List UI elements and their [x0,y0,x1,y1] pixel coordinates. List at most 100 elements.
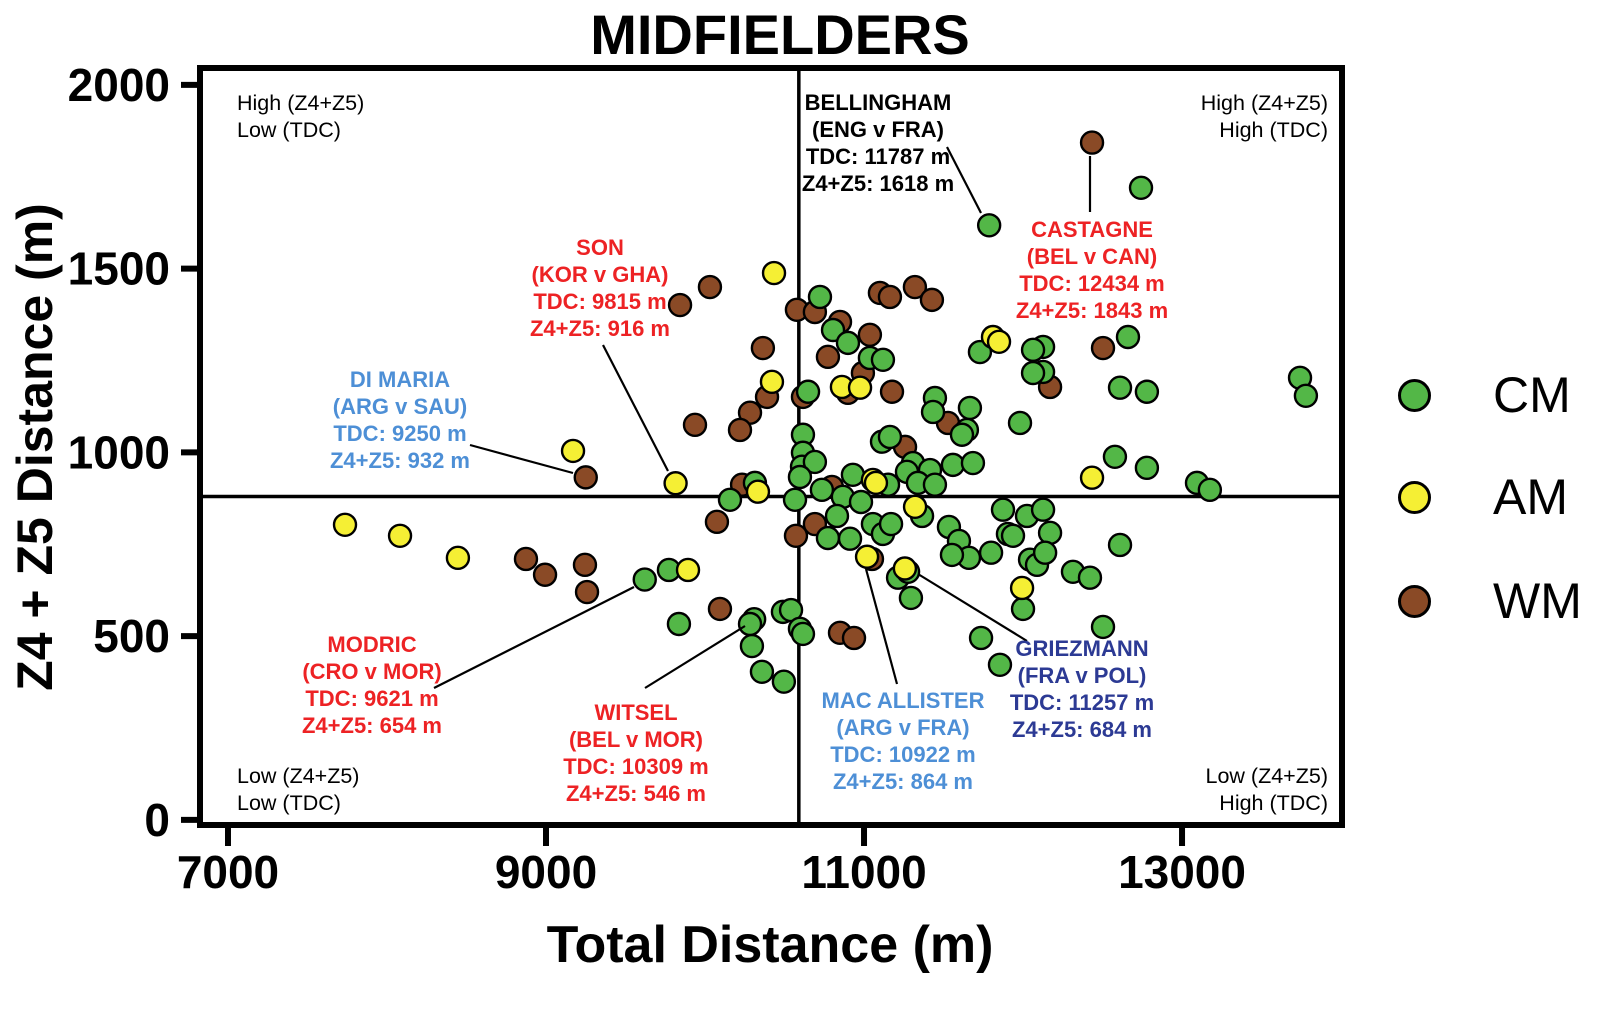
scatter-point-cm [1128,175,1154,200]
plot-frame [197,65,1345,828]
legend-item-cm: CM [1398,367,1571,423]
annotation-text-castagne: Z4+Z5: 1843 m [1016,298,1168,323]
scatter-point-am [902,494,928,519]
scatter-point-cm [920,399,946,425]
scatter-point-cm [1032,540,1058,565]
x-tick-label: 7000 [177,846,279,898]
scatter-point-cm [809,477,835,503]
scatter-point-cm [990,497,1016,522]
corner-label-top-left: Low (TDC) [237,118,341,142]
legend-label-cm: CM [1493,367,1571,423]
scatter-point-cm [939,542,965,568]
annotation-text-castagne: TDC: 12434 m [1019,271,1165,296]
scatter-point-cm [1197,477,1223,503]
scatter-point-am [761,260,787,286]
scatter-point-cm [1107,532,1133,558]
scatter-point-cm [1293,383,1319,408]
scatter-point-cm [949,422,975,447]
scatter-point-cm [1007,410,1033,436]
scatter-point-cm [1102,444,1128,469]
corner-label-bottom-left: Low (Z4+Z5) [237,764,359,788]
y-tick-label: 0 [144,794,170,846]
scatter-point-cm [824,503,850,529]
annotation-text-griezmann: Z4+Z5: 684 m [1012,717,1152,742]
annotation-text-mac-allister: TDC: 10922 m [830,742,976,767]
corner-label-top-right: High (Z4+Z5) [1201,91,1328,115]
scatter-point-am [854,544,880,569]
annotation-text-modric: (CRO v MOR) [302,659,441,684]
annotation-text-mac-allister: (ARG v FRA) [836,715,969,740]
wm-marker-icon [1398,584,1431,618]
scatter-point-cm [835,330,861,356]
scatter-point-wm [857,322,883,347]
scatter-point-cm [737,611,763,637]
annotation-text-mac-allister: Z4+Z5: 864 m [833,769,973,794]
scatter-point-wm [727,417,753,443]
annotation-text-witsel: TDC: 10309 m [563,754,709,779]
legend-item-wm: WM [1398,573,1582,629]
scatter-point-cm [1020,360,1046,386]
am-marker-icon [1398,480,1431,514]
y-tick-label: 1500 [68,243,170,295]
scatter-point-wm [707,596,733,622]
annotation-text-di-maria: (ARG v SAU) [333,394,467,419]
x-tick-label: 9000 [495,846,597,898]
annotation-text-bellingham: TDC: 11787 m [806,144,950,169]
annotation-leader-griezmann [917,573,1028,642]
scatter-point-am [847,375,873,400]
scatter-point-am [986,329,1012,354]
annotation-leader-modric [433,586,635,689]
scatter-point-wm [572,552,598,578]
corner-label-top-left: High (Z4+Z5) [237,91,364,115]
scatter-point-cm [870,347,896,372]
scatter-point-wm [879,379,905,404]
annotation-text-griezmann: TDC: 11257 m [1010,690,1154,715]
scatter-point-cm [987,652,1013,677]
scatter-point-wm [704,509,730,535]
scatter-point-cm [795,379,821,404]
scatter-point-cm [1000,523,1026,548]
scatter-point-am [445,545,471,571]
scatter-point-cm [807,284,833,310]
legend-label-am: AM [1493,469,1568,525]
scatter-point-cm [1010,596,1036,622]
scatter-point-wm [532,562,558,587]
scatter-point-cm [1107,375,1133,400]
scatter-point-wm [682,412,708,438]
scatter-point-wm [783,523,809,548]
scatter-point-wm [1090,335,1116,361]
scatter-point-am [745,479,771,504]
scatter-point-cm [1030,497,1056,522]
corner-label-top-right: High (TDC) [1219,118,1328,142]
annotation-text-bellingham: (ENG v FRA) [812,117,944,142]
scatter-point-wm [750,335,776,361]
annotation-text-di-maria: DI MARIA [350,367,450,392]
annotation-text-son: TDC: 9815 m [533,289,666,314]
scatter-point-cm [1115,324,1141,350]
y-tick-label: 500 [93,610,170,662]
scatter-point-cm [940,452,966,478]
corner-label-bottom-right: Low (Z4+Z5) [1206,764,1328,788]
scatter-point-wm [697,274,723,300]
scatter-point-wm [667,292,693,318]
annotation-text-di-maria: Z4+Z5: 932 m [330,448,470,473]
legend-item-am: AM [1398,469,1568,525]
scatter-point-wm [573,465,598,490]
scatter-point-wm [877,284,903,310]
scatter-point-cm [790,621,816,647]
scatter-point-cm [978,540,1004,565]
scatter-point-am [759,369,785,395]
scatter-point-cm [898,585,924,611]
annotation-text-son: (KOR v GHA) [532,262,669,287]
scatter-point-wm [815,344,841,370]
scatter-point-cm [802,449,828,475]
scatter-point-cm [815,525,841,551]
scatter-point-wm [919,287,945,313]
annotation-text-castagne: CASTAGNE [1031,217,1153,242]
scatter-point-am [1009,575,1035,601]
chart-title: MIDFIELDERS [590,3,970,66]
annotation-leader-mac-allister [864,568,899,685]
annotation-leader-son [602,344,669,472]
annotation-leader-di-maria [469,443,574,475]
